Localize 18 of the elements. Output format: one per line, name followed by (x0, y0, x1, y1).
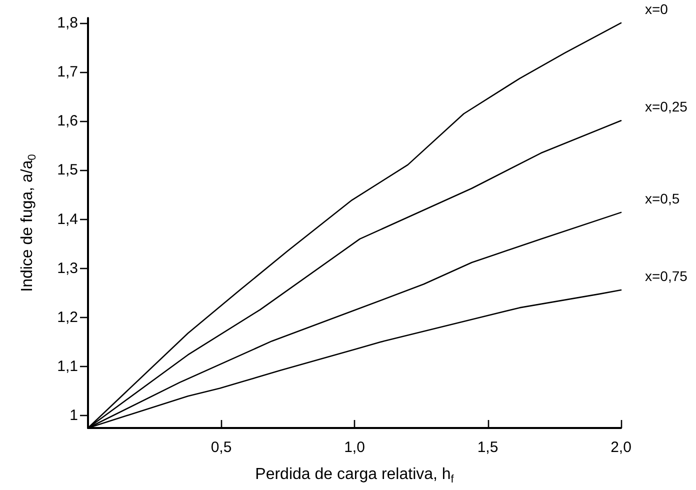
series-label: x=0,75 (645, 268, 688, 284)
y-tick-label: 1,6 (57, 112, 78, 130)
y-tick-label: 1,8 (57, 14, 78, 32)
y-axis-title: Indice de fuga, a/a0 (19, 154, 38, 292)
series-label: x=0,25 (645, 98, 688, 115)
y-tick-label: 1,1 (57, 358, 78, 376)
y-tick-label: 1,7 (57, 64, 78, 81)
y-tick-label: 1 (70, 407, 78, 424)
series-label: x=0 (645, 0, 668, 17)
y-tick-label: 1,4 (57, 210, 78, 228)
x-tick-label: 2,0 (610, 439, 632, 456)
x-tick-label: 1,0 (344, 439, 365, 456)
series-label: x=0,5 (645, 190, 680, 206)
y-tick-label: 1,2 (57, 309, 78, 326)
y-tick-label: 1,5 (57, 162, 78, 179)
x-tick-label: 1,5 (477, 439, 498, 456)
y-tick-label: 1,3 (57, 260, 78, 277)
x-tick-label: 0,5 (210, 439, 232, 456)
